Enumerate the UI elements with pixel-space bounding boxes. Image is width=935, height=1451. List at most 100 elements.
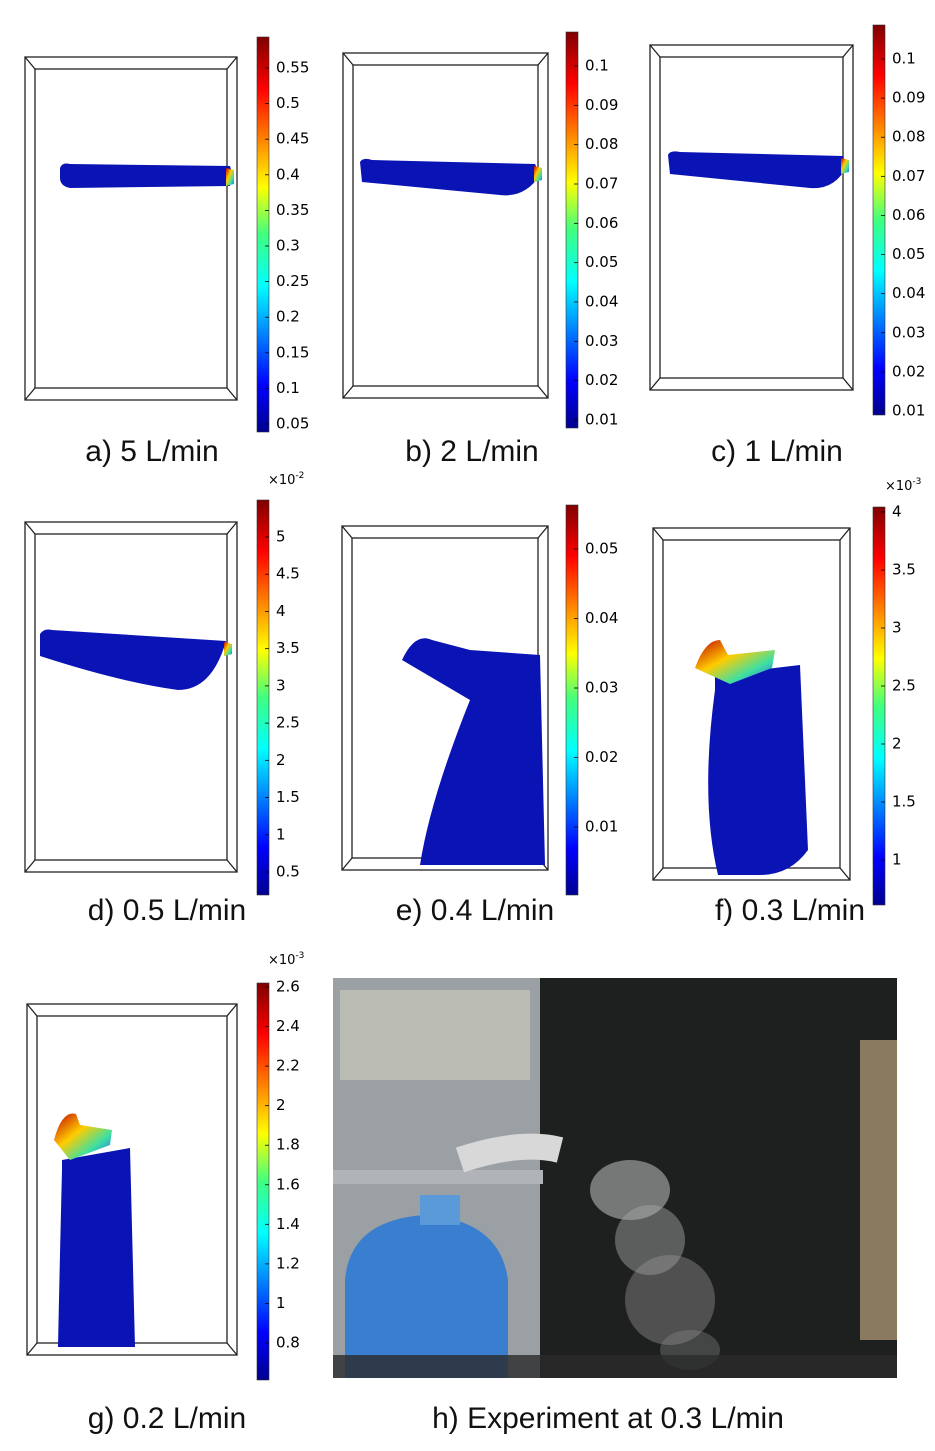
domain-box-edge (652, 527, 664, 541)
panel-caption: b) 2 L/min (405, 435, 538, 468)
domain-box-outer (24, 56, 238, 401)
colorbar (256, 36, 270, 433)
colorbar-tick-label: 0.2 (276, 308, 300, 326)
plume-tip (841, 158, 849, 174)
colorbar-tick-label: 1.8 (276, 1136, 300, 1154)
multiplier-base: ×10 (268, 953, 295, 968)
plume (58, 1148, 135, 1347)
colorbar-tick-label: 0.03 (585, 679, 618, 697)
domain-box-outer (26, 1003, 238, 1356)
domain-box-edge (839, 867, 851, 881)
colorbar (256, 499, 270, 896)
colorbar-tick-label: 0.1 (276, 379, 300, 397)
domain-box-edge (341, 857, 353, 871)
colorbar-tick-label: 0.07 (892, 167, 925, 185)
colorbar-tick-label: 1.5 (276, 788, 300, 806)
domain-box-edge (26, 1003, 38, 1017)
colorbar-multiplier: ×10-3 (885, 477, 921, 494)
colorbar-tick-label: 0.5 (276, 94, 300, 112)
colorbar-tick-label: 1 (276, 825, 286, 843)
domain-box-edge (842, 44, 854, 58)
plume (668, 151, 847, 189)
colorbar-tick-label: 0.08 (892, 128, 925, 146)
domain-box-edge (226, 56, 238, 70)
colorbar-tick-label: 0.04 (585, 609, 618, 627)
colorbar-tick-label: 0.01 (585, 818, 618, 836)
multiplier-exponent: -3 (295, 951, 304, 961)
panel-caption: f) 0.3 L/min (715, 894, 865, 927)
simulation-panel: 2.6 2.4 2.2 2 1.8 1.6 1.4 1.2 1 0.8 ×10-3 g) 0.2 L/… (26, 951, 304, 1435)
colorbar-tick-label: 4 (892, 503, 902, 521)
colorbar (872, 24, 886, 416)
colorbar-tick-label: 0.15 (276, 343, 309, 361)
colorbar-tick-label: 0.05 (276, 415, 309, 433)
colorbar-tick-label: 0.02 (585, 371, 618, 389)
domain-box-outer (649, 44, 854, 391)
domain-box-edge (24, 859, 36, 873)
colorbar-tick-label: 0.45 (276, 130, 309, 148)
colorbar-tick-label: 1 (892, 851, 902, 869)
domain-box-outer (652, 527, 851, 881)
plume (360, 158, 540, 196)
colorbar-tick-label: 0.08 (585, 135, 618, 153)
colorbar-tick-label: 0.07 (585, 175, 618, 193)
colorbar-tick-label: 0.06 (892, 206, 925, 224)
domain-box-edge (842, 377, 854, 391)
domain-box-edge (226, 521, 238, 535)
domain-box-edge (652, 867, 664, 881)
panel-caption: g) 0.2 L/min (88, 1402, 246, 1435)
plume (60, 163, 233, 188)
colorbar-tick-label: 0.01 (892, 402, 925, 420)
colorbar-tick-label: 0.05 (585, 540, 618, 558)
plume-tip (54, 1113, 112, 1160)
simulation-panel: 0.1 0.09 0.08 0.07 0.06 0.05 0.04 0.03 0.02 0.01 b… (342, 31, 618, 468)
plume-tip (534, 166, 542, 182)
colorbar-tick-label: 0.09 (585, 96, 618, 114)
domain-box-edge (24, 521, 36, 535)
colorbar-multiplier: ×10-3 (268, 951, 304, 968)
multiplier-base: ×10 (268, 473, 295, 488)
colorbar-tick-label: 0.02 (892, 362, 925, 380)
colorbar-tick-label: 0.5 (276, 863, 300, 881)
multiplier-exponent: -2 (295, 471, 304, 481)
simulation-panel: 4 3.5 3 2.5 2 1.5 1 ×10-3 f) 0.3 L/min (652, 477, 921, 927)
domain-box-outer (24, 521, 238, 873)
colorbar-tick-label: 0.1 (585, 57, 609, 75)
colorbar-tick-label: 0.04 (892, 284, 925, 302)
colorbar-tick-label: 1.2 (276, 1254, 300, 1272)
colorbar-tick-label: 0.1 (892, 50, 916, 68)
domain-box-outer (341, 525, 549, 871)
domain-box-edge (226, 859, 238, 873)
colorbar-tick-label: 0.3 (276, 237, 300, 255)
plume-tip (224, 642, 232, 656)
colorbar-tick-label: 0.05 (892, 245, 925, 263)
colorbar-tick-label: 2 (276, 1096, 286, 1114)
colorbar (565, 504, 579, 896)
domain-box-inner (659, 56, 844, 379)
colorbar-tick-label: 3 (892, 619, 902, 637)
photo-caption: h) Experiment at 0.3 L/min (432, 1402, 784, 1435)
simulation-panel: 5 4.5 4 3.5 3 2.5 2 1.5 1 0.5 ×10-2 d) 0.5 L/min (24, 471, 304, 927)
colorbar-tick-label: 3 (276, 676, 286, 694)
plume-tip (695, 640, 775, 684)
domain-box-inner (34, 533, 228, 861)
colorbar-tick-label: 0.35 (276, 201, 309, 219)
domain-box-edge (537, 52, 549, 66)
domain-box-inner (34, 68, 228, 389)
colorbar (256, 982, 270, 1381)
simulation-panel: 0.1 0.09 0.08 0.07 0.06 0.05 0.04 0.03 0.02 0.01 c… (649, 24, 925, 468)
domain-box-edge (649, 377, 661, 391)
colorbar-tick-label: 3.5 (892, 561, 916, 579)
experiment-photo (333, 978, 897, 1378)
panel-caption: a) 5 L/min (85, 435, 218, 468)
colorbar-tick-label: 0.03 (892, 323, 925, 341)
plume-tip (226, 168, 234, 186)
colorbar-tick-label: 0.06 (585, 214, 618, 232)
domain-box-edge (537, 385, 549, 399)
domain-box-edge (649, 44, 661, 58)
colorbar-tick-label: 2 (892, 735, 902, 753)
domain-box-edge (342, 52, 354, 66)
colorbar-tick-label: 0.04 (585, 293, 618, 311)
panel-caption: c) 1 L/min (711, 435, 843, 468)
